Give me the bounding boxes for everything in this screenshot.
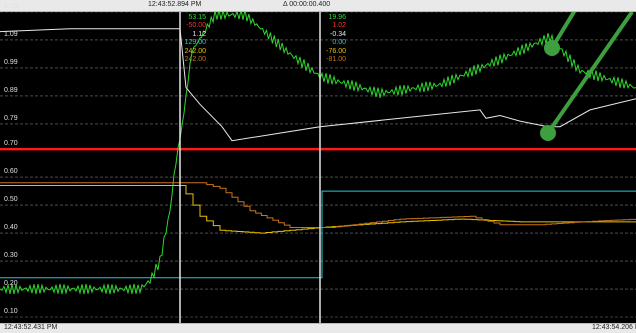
- y-tick-label: 0.30: [4, 252, 18, 260]
- annotation-dot: [544, 40, 560, 56]
- delta-time-label: Δ 00:00:00.400: [283, 1, 331, 8]
- cursor-value: 0.00: [332, 39, 346, 47]
- series-line: [0, 190, 636, 279]
- y-tick-label: 0.40: [4, 224, 18, 232]
- y-tick-label: 1.09: [4, 30, 18, 38]
- annotation-dot: [540, 125, 556, 141]
- y-tick-label: 0.99: [4, 58, 18, 66]
- annotation-pointer: [546, 12, 634, 135]
- series-line: [0, 12, 636, 295]
- y-tick-label: 0.70: [4, 140, 18, 148]
- series-line: [0, 182, 636, 228]
- cursor-value: 129.00: [184, 39, 206, 47]
- cursor-value: 1.02: [332, 22, 346, 30]
- annotation-pointer: [550, 12, 577, 50]
- trend-chart[interactable]: [0, 12, 636, 323]
- cursor1-value-readout: 53.15 -50.00 1.12 129.00 242.00 242.00: [182, 14, 206, 64]
- cursor-value: 53.15: [188, 14, 206, 21]
- time-footer-bar: [0, 323, 636, 333]
- y-tick-label: 0.10: [4, 308, 18, 315]
- y-tick-label: 0.60: [4, 168, 18, 176]
- cursor-value: -76.00: [326, 47, 346, 55]
- cursor-value: 242.00: [184, 47, 206, 55]
- end-time-label: 12:43:54.206 PM: [592, 324, 636, 331]
- series-line: [0, 185, 636, 234]
- cursor-value: 19.96: [328, 14, 346, 21]
- y-tick-label: 0.20: [4, 280, 18, 288]
- cursor-value: -81.00: [326, 56, 346, 64]
- cursor-value: -0.34: [330, 30, 346, 38]
- time-header-bar: [0, 0, 636, 12]
- y-tick-label: 0.50: [4, 196, 18, 204]
- cursor2-value-readout: 19.96 1.02 -0.34 0.00 -76.00 -81.00: [322, 14, 346, 64]
- start-time-label: 12:43:52.431 PM: [4, 324, 58, 331]
- y-tick-label: 1.19: [4, 3, 18, 10]
- cursor-value: 1.12: [192, 30, 206, 38]
- cursor-value: -50.00: [186, 22, 206, 30]
- y-tick-label: 0.89: [4, 86, 18, 94]
- cursor1-time-label: 12:43:52.894 PM: [148, 1, 202, 8]
- cursor-value: 242.00: [184, 56, 206, 64]
- y-tick-label: 0.79: [4, 114, 18, 122]
